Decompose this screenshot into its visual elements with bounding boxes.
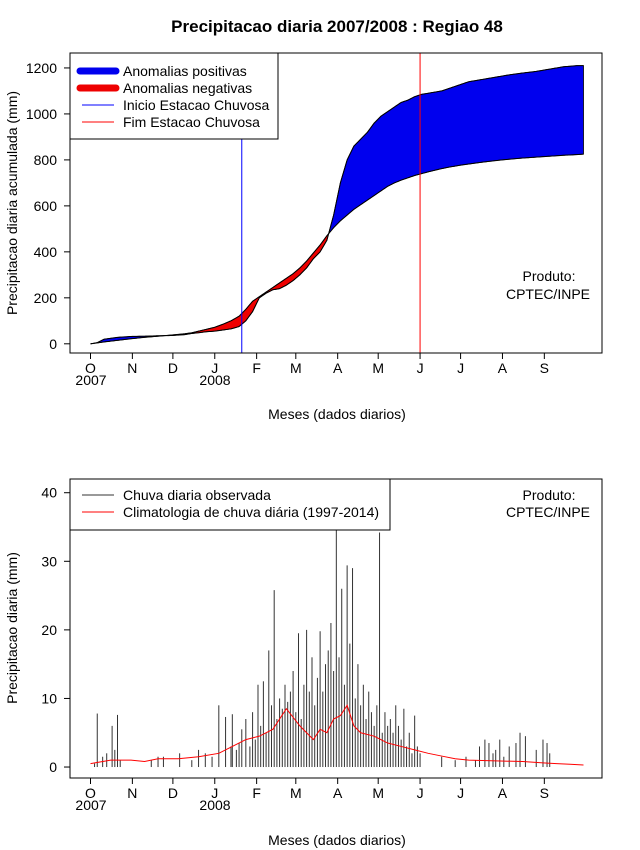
x-tick-label: F (252, 785, 261, 801)
x-tick-label: J (457, 360, 464, 376)
year-label: 2007 (75, 797, 106, 813)
daily-precipitation-panel: 0 10 20 30 40 O N D J F M A M J J A S 2007 2008 Meses (… (4, 478, 603, 848)
x-tick-label: D (168, 360, 178, 376)
y-tick-label: 400 (34, 244, 58, 260)
daily-plot-area (90, 530, 584, 768)
y-tick-label: 0 (49, 759, 57, 775)
x-tick-label: S (540, 360, 549, 376)
climatology-daily-line (90, 704, 584, 766)
x-tick-label: A (333, 785, 343, 801)
positive-anomaly-area (329, 65, 584, 234)
product-source: CPTEC/INPE (506, 286, 590, 302)
legend: Anomalias positivas Anomalias negativas … (69, 52, 279, 140)
x-tick-label: J (457, 785, 464, 801)
y-tick-label: 200 (34, 290, 58, 306)
x-tick-label: D (168, 785, 178, 801)
year-label: 2007 (75, 372, 106, 388)
x-tick-label: N (127, 785, 137, 801)
product-source: CPTEC/INPE (506, 504, 590, 520)
y-tick-label: 10 (41, 690, 57, 706)
accumulated-precipitation-panel: Precipitacao diaria 2007/2008 : Regiao 4… (4, 17, 603, 422)
x-tick-label: F (252, 360, 261, 376)
legend-box (69, 478, 391, 531)
x-tick-label: O (85, 785, 96, 801)
product-label: Produto: (523, 268, 576, 284)
x-tick-label: J (417, 785, 424, 801)
y-axis-label: Precipitacao diaria acumulada (mm) (4, 91, 20, 315)
y-tick-label: 800 (34, 152, 58, 168)
x-axis-label: Meses (dados diarios) (268, 406, 406, 422)
legend-label: Anomalias negativas (123, 80, 252, 96)
legend-label: Climatologia de chuva diária (1997-2014) (123, 504, 379, 520)
x-tick-label: M (290, 785, 302, 801)
x-tick-label: O (85, 360, 96, 376)
legend-label: Fim Estacao Chuvosa (123, 114, 260, 130)
climatology-accumulated-line (90, 153, 584, 345)
legend-box (69, 52, 279, 140)
x-tick-label: J (211, 785, 218, 801)
y-tick-label: 0 (49, 336, 57, 352)
product-label: Produto: (523, 487, 576, 503)
y-tick-label: 1200 (26, 60, 57, 76)
year-label: 2008 (199, 797, 230, 813)
x-tick-label: M (372, 785, 384, 801)
y-tick-label: 1000 (26, 106, 57, 122)
legend-label: Inicio Estacao Chuvosa (123, 97, 270, 113)
x-tick-label: A (498, 785, 508, 801)
y-axis: 0 200 400 600 800 1000 1200 (26, 60, 71, 352)
x-tick-label: M (372, 360, 384, 376)
x-tick-label: S (540, 785, 549, 801)
x-tick-label: A (333, 360, 343, 376)
x-tick-label: M (290, 360, 302, 376)
x-axis-label: Meses (dados diarios) (268, 832, 406, 848)
chart-title: Precipitacao diaria 2007/2008 : Regiao 4… (171, 17, 503, 36)
legend: Chuva diaria observada Climatologia de c… (69, 478, 391, 531)
legend-label: Anomalias positivas (123, 63, 247, 79)
y-tick-label: 40 (41, 485, 57, 501)
accumulated-plot-area (90, 53, 584, 353)
x-tick-label: J (211, 360, 218, 376)
x-tick-label: A (498, 360, 508, 376)
y-axis: 0 10 20 30 40 (41, 485, 71, 775)
x-tick-label: N (127, 360, 137, 376)
year-label: 2008 (199, 372, 230, 388)
y-tick-label: 20 (41, 622, 57, 638)
y-tick-label: 30 (41, 553, 57, 569)
y-axis-label: Precipitacao diaria (mm) (4, 552, 20, 704)
y-tick-label: 600 (34, 198, 58, 214)
legend-label: Chuva diaria observada (123, 487, 271, 503)
x-tick-label: J (417, 360, 424, 376)
negative-anomaly-area (165, 230, 330, 337)
